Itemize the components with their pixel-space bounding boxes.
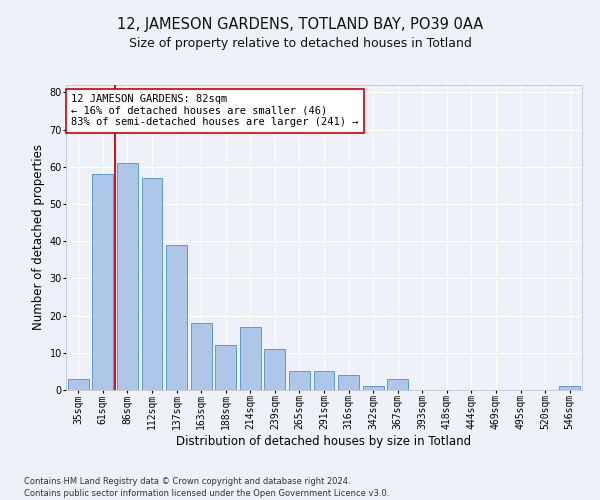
Bar (142, 178, 163, 390)
Text: Contains HM Land Registry data © Crown copyright and database right 2024.
Contai: Contains HM Land Registry data © Crown c… (24, 476, 389, 498)
Bar (314, 372, 334, 390)
Bar (166, 245, 187, 390)
Text: 12, JAMESON GARDENS, TOTLAND BAY, PO39 0AA: 12, JAMESON GARDENS, TOTLAND BAY, PO39 0… (117, 18, 483, 32)
Bar (215, 346, 236, 390)
Text: Size of property relative to detached houses in Totland: Size of property relative to detached ho… (128, 38, 472, 51)
Bar (559, 386, 580, 390)
Bar (191, 323, 212, 390)
Bar (362, 386, 383, 390)
Bar (265, 349, 286, 390)
Bar (387, 379, 408, 390)
Text: 12 JAMESON GARDENS: 82sqm
← 16% of detached houses are smaller (46)
83% of semi-: 12 JAMESON GARDENS: 82sqm ← 16% of detac… (71, 94, 358, 128)
Bar (338, 375, 359, 390)
Bar (92, 174, 113, 390)
Bar (68, 379, 89, 390)
Y-axis label: Number of detached properties: Number of detached properties (32, 144, 45, 330)
X-axis label: Distribution of detached houses by size in Totland: Distribution of detached houses by size … (176, 435, 472, 448)
Bar (117, 163, 138, 390)
Bar (240, 327, 261, 390)
Bar (289, 372, 310, 390)
